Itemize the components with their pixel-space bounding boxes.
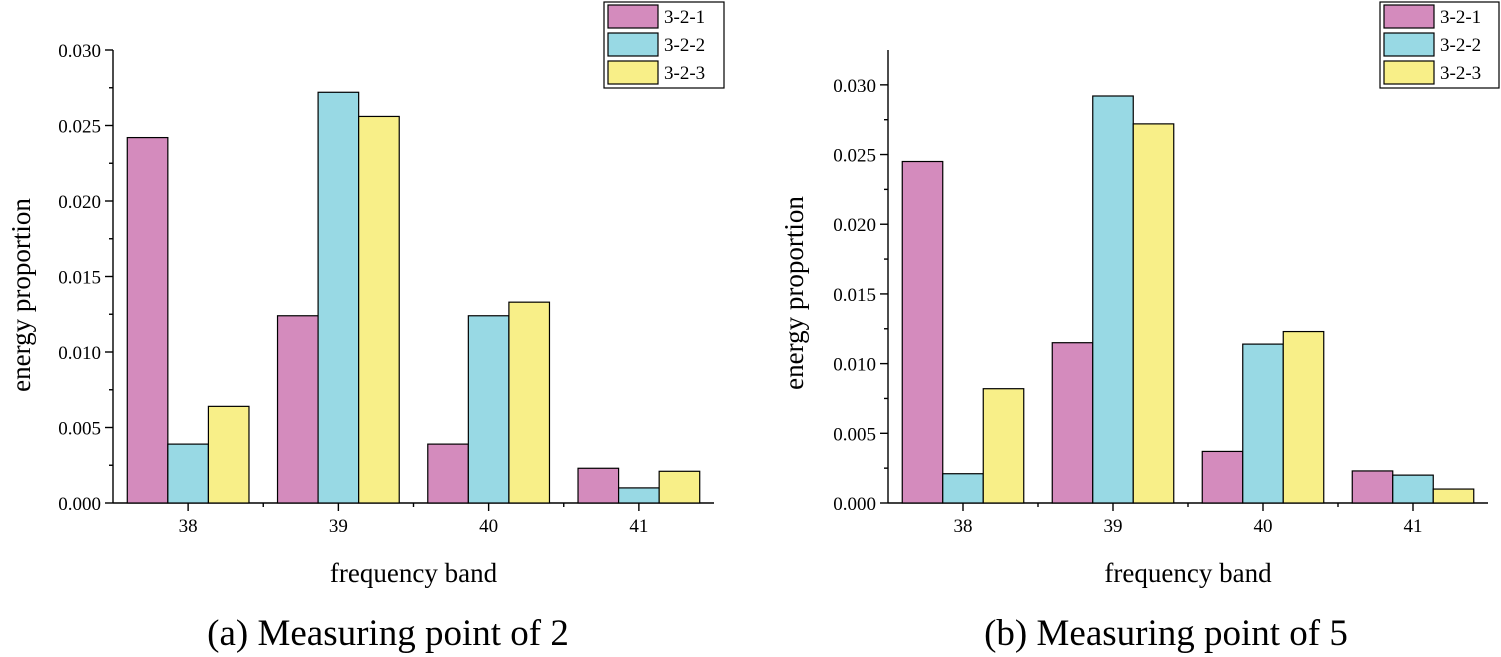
x-tick-label: 39 (1104, 516, 1123, 537)
y-axis-title: energy proportion (6, 198, 36, 392)
bar-3-2-1-41 (1351, 470, 1394, 504)
y-tick-label: 0.015 (58, 268, 101, 289)
bar-3-2-1-39 (1051, 342, 1094, 504)
x-axis-title: frequency band (330, 558, 498, 588)
legend-swatch-3-2-1 (1383, 4, 1435, 29)
bar-3-2-2-38 (942, 473, 984, 504)
bar-3-2-2-39 (317, 91, 360, 504)
panel-caption: (b) Measuring point of 5 (984, 613, 1348, 654)
y-tick-label: 0.005 (833, 424, 876, 445)
y-tick-label: 0.000 (833, 494, 876, 515)
bar-3-2-3-40 (1282, 330, 1325, 504)
legend-swatch-3-2-1 (607, 4, 659, 29)
legend-swatch-3-2-2 (1383, 32, 1435, 57)
y-tick-label: 0.015 (833, 285, 876, 306)
legend-label-3-2-3: 3-2-3 (664, 63, 705, 84)
bar-3-2-3-39 (1132, 123, 1175, 504)
bar-3-2-1-40 (427, 443, 469, 504)
bar-3-2-3-39 (358, 115, 400, 504)
chart-panel-a: 0.000 0.005 0.010 0.015 0.020 0.025 0.030 38 39 4… (6, 1, 725, 654)
bar-3-2-1-39 (276, 315, 319, 504)
bar-3-2-2-40 (1242, 343, 1284, 504)
y-tick-label: 0.030 (833, 76, 876, 97)
bar-3-2-2-41 (617, 487, 660, 504)
y-tick-label: 0.020 (58, 192, 101, 213)
legend-label-3-2-3: 3-2-3 (1440, 63, 1481, 84)
bar-3-2-2-40 (467, 315, 510, 504)
legend-label-3-2-2: 3-2-2 (1440, 35, 1481, 56)
bar-3-2-2-39 (1092, 95, 1134, 504)
x-tick-label: 40 (1254, 516, 1273, 537)
y-tick-label: 0.000 (58, 494, 101, 515)
legend: 3-2-1 3-2-2 3-2-3 (1379, 1, 1500, 89)
x-axis-title: frequency band (1104, 558, 1272, 588)
legend-swatch-3-2-3 (1383, 60, 1435, 85)
y-tick-label: 0.005 (58, 419, 101, 440)
legend: 3-2-1 3-2-2 3-2-3 (603, 1, 725, 89)
legend-label-3-2-1: 3-2-1 (1440, 7, 1481, 28)
legend-swatch-3-2-3 (607, 60, 659, 85)
x-tick-label: 38 (954, 516, 973, 537)
bar-3-2-1-38 (901, 160, 944, 504)
y-tick-label: 0.025 (58, 117, 101, 138)
x-tick-label: 40 (479, 516, 498, 537)
bar-3-2-3-40 (508, 301, 551, 504)
legend-label-3-2-1: 3-2-1 (664, 7, 705, 28)
bar-3-2-3-41 (658, 470, 701, 504)
y-tick-label: 0.020 (833, 215, 876, 236)
y-tick-label: 0.025 (833, 146, 876, 167)
bar-3-2-3-41 (1432, 488, 1475, 504)
bar-3-2-1-41 (577, 467, 620, 504)
bar-3-2-1-38 (126, 136, 169, 504)
panel-caption: (a) Measuring point of 2 (207, 613, 569, 654)
bar-3-2-2-41 (1392, 474, 1434, 504)
legend-label-3-2-2: 3-2-2 (664, 35, 705, 56)
chart-panel-b: 0.000 0.005 0.010 0.015 0.020 0.025 0.030 38 39 4… (779, 1, 1500, 654)
bar-3-2-2-38 (167, 443, 210, 504)
x-tick-label: 38 (179, 516, 198, 537)
y-tick-label: 0.010 (833, 355, 876, 376)
legend-swatch-3-2-2 (607, 32, 659, 57)
x-tick-label: 41 (629, 516, 648, 537)
y-tick-label: 0.030 (58, 41, 101, 62)
x-tick-label: 39 (329, 516, 348, 537)
x-tick-label: 41 (1404, 516, 1423, 537)
y-axis-title: energy proportion (779, 196, 809, 390)
y-tick-label: 0.010 (58, 343, 101, 364)
bar-3-2-3-38 (982, 388, 1025, 504)
bar-3-2-1-40 (1201, 450, 1244, 504)
bar-3-2-3-38 (207, 405, 250, 504)
